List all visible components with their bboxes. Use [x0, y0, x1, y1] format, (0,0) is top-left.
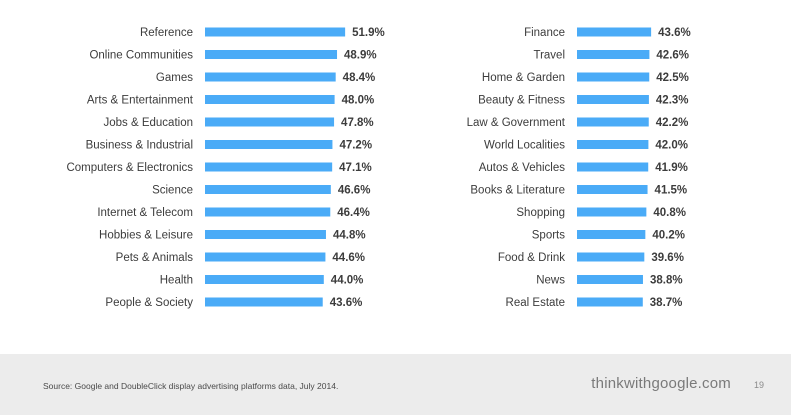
source-note: Source: Google and DoubleClick display a… — [43, 381, 339, 391]
category-label: Home & Garden — [482, 72, 565, 84]
value-label: 47.8% — [341, 117, 374, 129]
bar — [205, 72, 336, 82]
bar — [205, 185, 331, 194]
value-label: 44.0% — [331, 275, 364, 287]
value-label: 39.6% — [651, 252, 684, 264]
value-label: 42.6% — [656, 50, 689, 62]
category-label: Real Estate — [506, 297, 565, 309]
value-label: 38.7% — [650, 297, 683, 309]
value-label: 42.5% — [656, 72, 689, 84]
value-label: 42.0% — [655, 140, 688, 152]
bar — [205, 50, 338, 59]
bar — [205, 140, 333, 149]
value-label: 38.8% — [650, 275, 683, 287]
category-label: People & Society — [105, 297, 193, 309]
bar-chart-1: Reference 51.9% Online Communities 48.9% Gam… — [66, 27, 384, 309]
value-label: 43.6% — [330, 297, 363, 309]
category-label: Hobbies & Leisure — [99, 230, 193, 242]
bar — [577, 207, 647, 217]
category-label: Business & Industrial — [86, 140, 193, 152]
category-label: Arts & Entertainment — [87, 95, 194, 107]
value-label: 44.8% — [333, 230, 366, 242]
category-label: Beauty & Fitness — [478, 95, 565, 107]
bar — [205, 95, 335, 104]
bar-charts-svg: Reference 51.9% Online Communities 48.9% Gam… — [66, 27, 691, 309]
category-label: Games — [156, 72, 193, 84]
category-label: News — [536, 275, 565, 287]
value-label: 42.2% — [656, 117, 689, 129]
footer: Source: Google and DoubleClick display a… — [0, 354, 791, 415]
category-label: World Localities — [484, 140, 565, 152]
value-label: 46.4% — [337, 207, 370, 219]
value-label: 40.2% — [652, 230, 685, 242]
bar — [205, 275, 324, 284]
category-label: Computers & Electronics — [66, 162, 193, 174]
category-label: Reference — [140, 27, 193, 39]
bar — [577, 275, 643, 284]
value-label: 41.9% — [655, 162, 688, 174]
value-label: 43.6% — [658, 27, 691, 39]
bar — [577, 140, 649, 149]
category-label: Finance — [524, 27, 565, 39]
bar — [205, 117, 335, 127]
bar — [205, 207, 331, 217]
bar — [577, 117, 649, 127]
chart-area: Reference 51.9% Online Communities 48.9% Gam… — [66, 27, 691, 309]
category-label: Shopping — [516, 207, 565, 219]
bar — [577, 27, 652, 37]
value-label: 47.1% — [339, 162, 372, 174]
value-label: 42.3% — [656, 95, 689, 107]
category-label: Law & Government — [467, 117, 566, 129]
value-label: 46.6% — [338, 185, 371, 197]
bar — [577, 95, 649, 104]
bar — [577, 162, 649, 172]
value-label: 47.2% — [339, 140, 372, 152]
bar — [205, 27, 346, 37]
bar — [205, 230, 326, 239]
bar — [577, 252, 645, 262]
bar — [577, 185, 648, 194]
page-number: 19 — [753, 380, 764, 390]
bar — [577, 297, 643, 307]
category-label: Food & Drink — [498, 252, 565, 264]
category-label: Internet & Telecom — [97, 207, 193, 219]
category-label: Books & Literature — [470, 185, 565, 197]
bar — [205, 162, 333, 172]
value-label: 51.9% — [352, 27, 385, 39]
bar — [577, 72, 650, 82]
category-label: Sports — [532, 230, 565, 242]
bar — [205, 297, 323, 307]
category-label: Online Communities — [89, 50, 193, 62]
category-label: Autos & Vehicles — [479, 162, 566, 174]
bar — [205, 252, 326, 262]
bar-chart-2: Finance 43.6% Travel 42.6% Home & Garden 42.5… — [467, 27, 691, 309]
category-label: Health — [160, 275, 193, 287]
bar — [577, 230, 646, 239]
category-label: Travel — [533, 50, 565, 62]
value-label: 48.0% — [342, 95, 375, 107]
value-label: 44.6% — [332, 252, 365, 264]
category-label: Jobs & Education — [103, 117, 193, 129]
category-label: Pets & Animals — [116, 252, 194, 264]
value-label: 48.9% — [344, 50, 377, 62]
bar — [577, 50, 650, 59]
brand-link[interactable]: thinkwithgoogle.com — [591, 375, 731, 392]
value-label: 41.5% — [655, 185, 688, 197]
value-label: 40.8% — [653, 207, 686, 219]
value-label: 48.4% — [343, 72, 376, 84]
category-label: Science — [152, 185, 193, 197]
